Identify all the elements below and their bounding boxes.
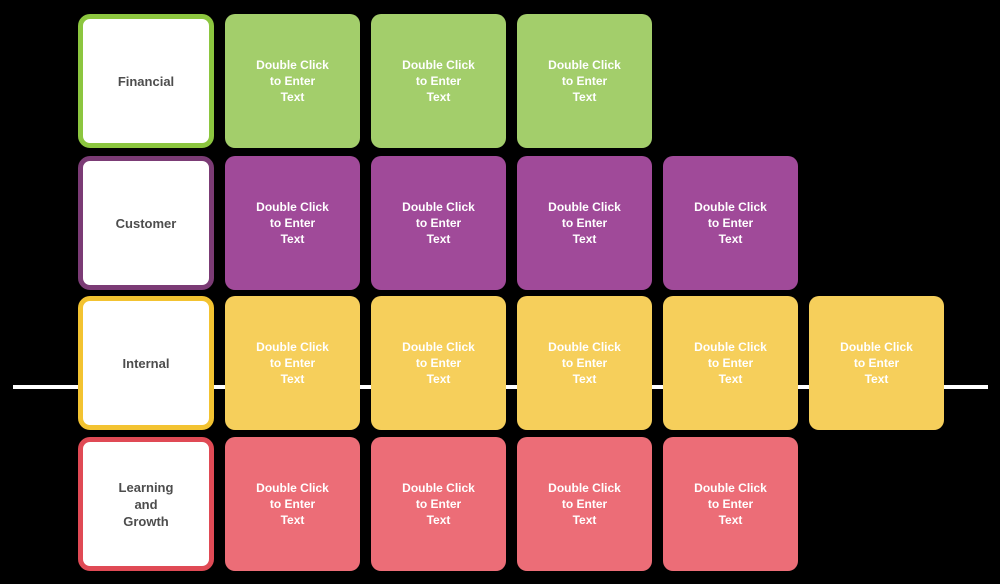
placeholder-text-line: Text [426, 232, 451, 246]
placeholder-card-learning-and-growth-3[interactable]: Double Click to Enter Text [517, 437, 652, 571]
placeholder-text-line: Double Click [694, 481, 767, 495]
placeholder-text-line: to Enter [415, 497, 462, 511]
placeholder-text-line: Double Click [694, 200, 767, 214]
placeholder-text-line: Double Click [256, 58, 329, 72]
placeholder-card-text: Double Click to Enter Text [840, 339, 913, 387]
placeholder-text-line: Text [280, 513, 305, 527]
row-customer: Customer Double Click to Enter Text Double C… [78, 156, 798, 290]
placeholder-text-line: Text [718, 513, 743, 527]
placeholder-text-line: Double Click [548, 200, 621, 214]
placeholder-text-line: Double Click [402, 58, 475, 72]
placeholder-text-line: to Enter [853, 356, 900, 370]
placeholder-text-line: Text [718, 372, 743, 386]
placeholder-text-line: Double Click [256, 481, 329, 495]
placeholder-card-text: Double Click to Enter Text [402, 199, 475, 247]
placeholder-text-line: Double Click [256, 340, 329, 354]
placeholder-text-line: to Enter [561, 74, 608, 88]
placeholder-text-line: Double Click [402, 340, 475, 354]
placeholder-card-text: Double Click to Enter Text [548, 339, 621, 387]
placeholder-text-line: Text [572, 232, 597, 246]
placeholder-text-line: Double Click [548, 481, 621, 495]
placeholder-card-text: Double Click to Enter Text [694, 339, 767, 387]
placeholder-text-line: Double Click [694, 340, 767, 354]
placeholder-text-line: to Enter [269, 497, 316, 511]
placeholder-text-line: Text [426, 90, 451, 104]
perspective-label-text: Customer [116, 215, 177, 232]
placeholder-text-line: to Enter [269, 74, 316, 88]
placeholder-text-line: to Enter [707, 216, 754, 230]
placeholder-text-line: to Enter [707, 497, 754, 511]
placeholder-card-internal-4[interactable]: Double Click to Enter Text [663, 296, 798, 430]
placeholder-text-line: to Enter [415, 216, 462, 230]
placeholder-card-customer-1[interactable]: Double Click to Enter Text [225, 156, 360, 290]
placeholder-text-line: Text [718, 232, 743, 246]
placeholder-card-customer-3[interactable]: Double Click to Enter Text [517, 156, 652, 290]
placeholder-text-line: Text [572, 372, 597, 386]
placeholder-card-financial-3[interactable]: Double Click to Enter Text [517, 14, 652, 148]
row-financial: Financial Double Click to Enter Text Double … [78, 14, 652, 148]
placeholder-card-text: Double Click to Enter Text [256, 199, 329, 247]
placeholder-text-line: to Enter [415, 356, 462, 370]
perspective-label-internal[interactable]: Internal [78, 296, 214, 430]
placeholder-card-internal-2[interactable]: Double Click to Enter Text [371, 296, 506, 430]
label-line: Learning [118, 479, 174, 495]
placeholder-text-line: Double Click [402, 200, 475, 214]
label-line: and [134, 496, 158, 512]
placeholder-card-text: Double Click to Enter Text [402, 480, 475, 528]
label-line: Internal [122, 355, 170, 371]
placeholder-text-line: Double Click [548, 340, 621, 354]
placeholder-text-line: to Enter [707, 356, 754, 370]
placeholder-card-internal-3[interactable]: Double Click to Enter Text [517, 296, 652, 430]
placeholder-card-text: Double Click to Enter Text [256, 480, 329, 528]
row-learning-and-growth: Learning and Growth Double Click to Enter Tex… [78, 437, 798, 571]
row-internal: Internal Double Click to Enter Text Double C… [78, 296, 944, 430]
placeholder-card-text: Double Click to Enter Text [256, 339, 329, 387]
placeholder-card-financial-2[interactable]: Double Click to Enter Text [371, 14, 506, 148]
placeholder-card-customer-2[interactable]: Double Click to Enter Text [371, 156, 506, 290]
placeholder-card-learning-and-growth-4[interactable]: Double Click to Enter Text [663, 437, 798, 571]
placeholder-text-line: to Enter [415, 74, 462, 88]
placeholder-card-text: Double Click to Enter Text [402, 57, 475, 105]
perspective-label-learning-and-growth[interactable]: Learning and Growth [78, 437, 214, 571]
placeholder-text-line: Text [426, 372, 451, 386]
placeholder-card-text: Double Click to Enter Text [548, 480, 621, 528]
label-line: Customer [115, 215, 177, 231]
placeholder-text-line: to Enter [269, 216, 316, 230]
label-line: Financial [117, 73, 175, 89]
placeholder-text-line: Text [280, 372, 305, 386]
perspective-label-text: Learning and Growth [119, 479, 174, 530]
placeholder-text-line: Text [572, 513, 597, 527]
placeholder-text-line: Double Click [840, 340, 913, 354]
placeholder-text-line: to Enter [561, 356, 608, 370]
placeholder-card-text: Double Click to Enter Text [548, 57, 621, 105]
placeholder-card-text: Double Click to Enter Text [694, 199, 767, 247]
perspective-label-financial[interactable]: Financial [78, 14, 214, 148]
placeholder-text-line: Double Click [402, 481, 475, 495]
perspective-label-text: Financial [118, 73, 174, 90]
placeholder-card-internal-5[interactable]: Double Click to Enter Text [809, 296, 944, 430]
label-line: Growth [123, 513, 169, 529]
placeholder-text-line: Text [572, 90, 597, 104]
placeholder-text-line: Double Click [256, 200, 329, 214]
placeholder-text-line: Text [280, 232, 305, 246]
placeholder-card-text: Double Click to Enter Text [402, 339, 475, 387]
placeholder-text-line: Text [280, 90, 305, 104]
placeholder-card-learning-and-growth-2[interactable]: Double Click to Enter Text [371, 437, 506, 571]
placeholder-card-customer-4[interactable]: Double Click to Enter Text [663, 156, 798, 290]
placeholder-card-financial-1[interactable]: Double Click to Enter Text [225, 14, 360, 148]
placeholder-text-line: Text [864, 372, 889, 386]
placeholder-text-line: to Enter [269, 356, 316, 370]
placeholder-text-line: Text [426, 513, 451, 527]
placeholder-card-text: Double Click to Enter Text [256, 57, 329, 105]
placeholder-card-text: Double Click to Enter Text [694, 480, 767, 528]
placeholder-text-line: to Enter [561, 497, 608, 511]
perspective-label-text: Internal [123, 355, 170, 372]
placeholder-text-line: to Enter [561, 216, 608, 230]
placeholder-card-learning-and-growth-1[interactable]: Double Click to Enter Text [225, 437, 360, 571]
placeholder-text-line: Double Click [548, 58, 621, 72]
placeholder-card-text: Double Click to Enter Text [548, 199, 621, 247]
placeholder-card-internal-1[interactable]: Double Click to Enter Text [225, 296, 360, 430]
perspective-label-customer[interactable]: Customer [78, 156, 214, 290]
